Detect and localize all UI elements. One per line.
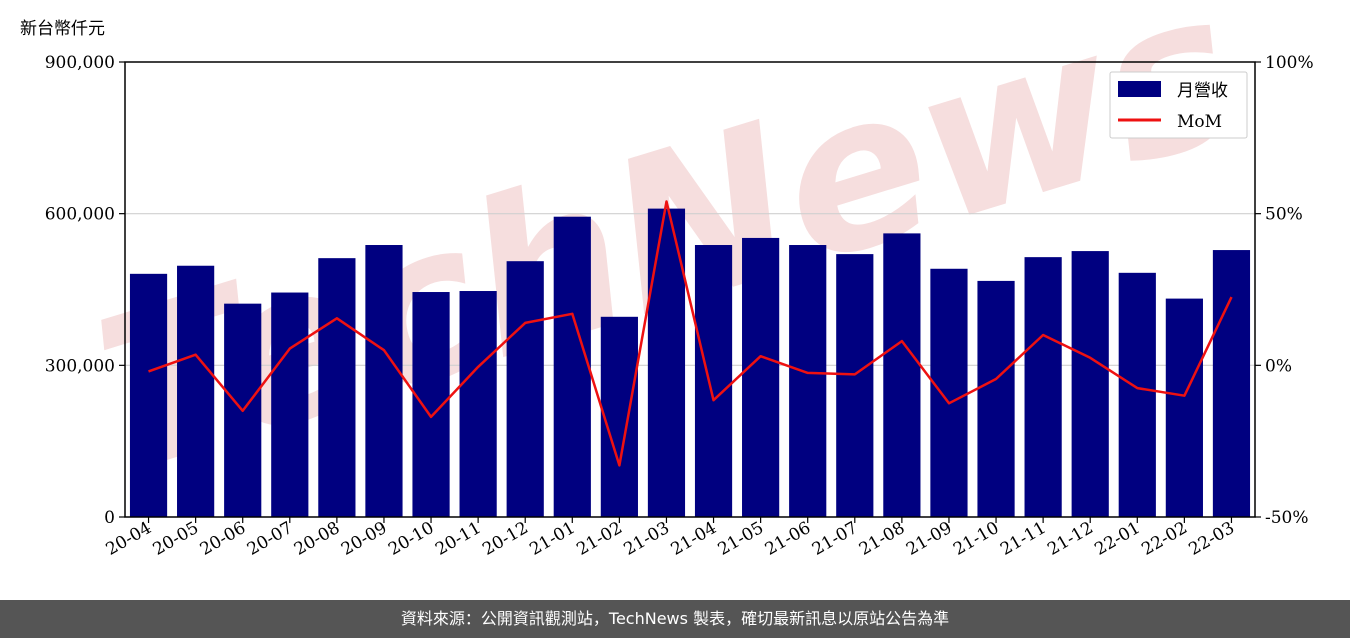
x-tick-label: 22-03 <box>1186 518 1238 560</box>
revenue-bar <box>1071 251 1109 518</box>
legend: 月營收 MoM <box>1109 71 1248 139</box>
revenue-bar <box>459 291 497 517</box>
revenue-bar <box>553 216 591 517</box>
right-tick-label: 50% <box>1265 205 1303 225</box>
mom-line <box>148 200 1233 467</box>
x-tick-label: 22-01 <box>1091 518 1143 560</box>
source-footer: 資料來源：公開資訊觀測站，TechNews 製表，確切最新訊息以原站公告為準 <box>0 600 1350 638</box>
revenue-bar <box>600 316 638 517</box>
revenue-bar <box>365 245 403 517</box>
revenue-bar <box>694 245 733 517</box>
x-tick-label: 21-08 <box>856 518 908 560</box>
revenue-bar <box>1212 250 1251 518</box>
x-tick-label: 20-08 <box>291 518 343 560</box>
legend-bar-swatch <box>1118 81 1161 97</box>
revenue-chart: TechNews 0300,000600,000900,000-50%0%50%… <box>20 0 1314 560</box>
revenue-bar <box>836 254 874 517</box>
x-tick-label: 20-12 <box>479 518 531 560</box>
right-tick-label: -50% <box>1265 508 1309 528</box>
x-tick-label: 21-03 <box>621 518 673 560</box>
revenue-bar <box>271 292 309 517</box>
plot-frame <box>124 61 1256 518</box>
revenue-bar <box>977 280 1015 517</box>
x-tick-label: 21-07 <box>809 518 861 560</box>
x-tick-label: 21-10 <box>950 518 1002 560</box>
x-tick-label: 20-10 <box>385 518 437 560</box>
x-tick-label: 22-02 <box>1138 518 1190 560</box>
x-tick-label: 21-11 <box>997 518 1049 560</box>
legend-label-mom: MoM <box>1177 112 1222 132</box>
x-tick-label: 20-09 <box>338 518 390 560</box>
left-tick-label: 300,000 <box>45 356 115 376</box>
x-tick-label: 21-06 <box>762 518 814 560</box>
revenue-bar <box>1118 272 1156 517</box>
mom-series-line <box>148 200 1233 467</box>
x-tick-label: 21-09 <box>903 518 955 560</box>
left-tick-label: 600,000 <box>45 205 115 225</box>
left-tick-label: 900,000 <box>45 53 115 73</box>
revenue-bar <box>789 245 827 517</box>
x-tick-label: 21-04 <box>668 518 720 560</box>
x-tick-label: 20-11 <box>432 518 484 560</box>
revenue-bar <box>1024 257 1062 517</box>
x-tick-label: 21-05 <box>715 518 767 560</box>
x-tick-label: 21-02 <box>573 518 625 560</box>
left-tick-label: 0 <box>104 508 115 528</box>
grid-lines <box>125 213 1255 366</box>
right-tick-label: 0% <box>1265 356 1292 376</box>
right-tick-label: 100% <box>1265 53 1314 73</box>
x-tick-label: 20-05 <box>150 518 202 560</box>
revenue-bar <box>1165 298 1203 517</box>
revenue-bar <box>506 261 544 517</box>
revenue-bar <box>883 233 921 517</box>
x-tick-label: 20-07 <box>244 518 296 560</box>
revenue-bar <box>177 265 215 517</box>
y-axis-unit-label: 新台幣仟元 <box>20 19 105 39</box>
revenue-bar <box>930 268 968 517</box>
revenue-bar <box>742 237 780 517</box>
x-tick-label: 21-12 <box>1044 518 1096 560</box>
revenue-bar <box>129 273 168 517</box>
revenue-bar <box>318 258 356 517</box>
x-tick-label: 20-06 <box>197 518 249 560</box>
legend-label-revenue: 月營收 <box>1177 81 1228 101</box>
revenue-bar <box>647 208 686 517</box>
x-tick-label: 21-01 <box>526 518 578 560</box>
